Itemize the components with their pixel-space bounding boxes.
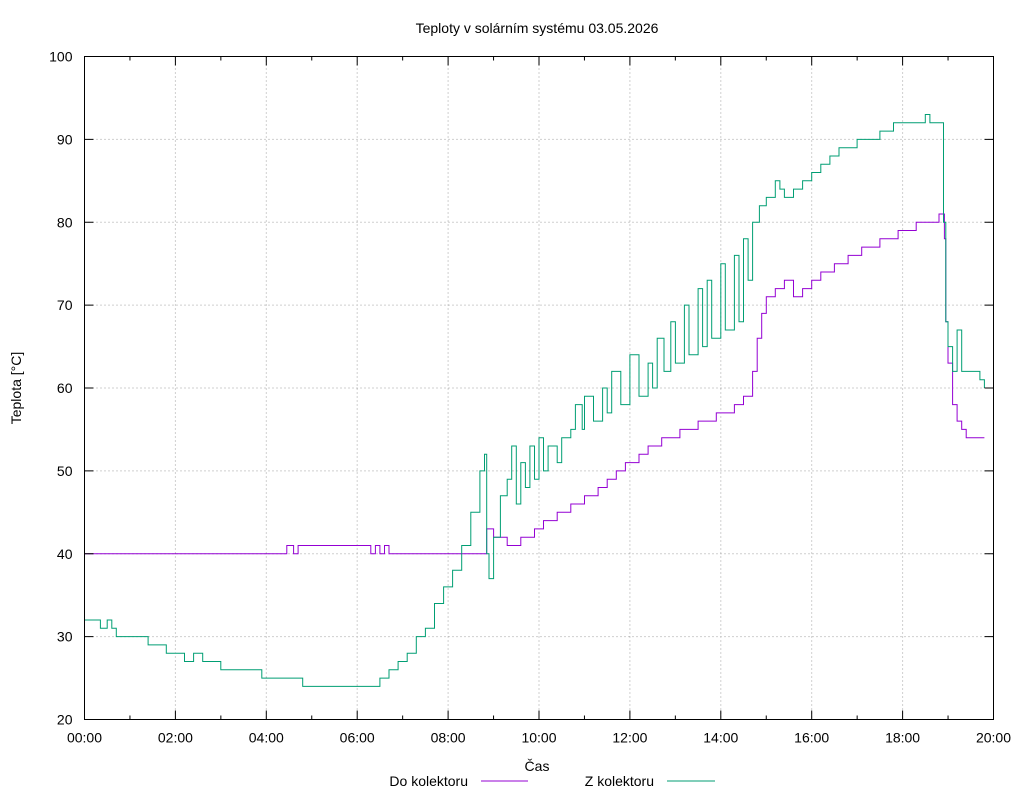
legend-label: Z kolektoru xyxy=(585,773,654,789)
grid xyxy=(84,56,994,720)
x-tick-label: 10:00 xyxy=(521,730,556,746)
y-tick-label: 80 xyxy=(57,214,73,230)
y-tick-label: 50 xyxy=(57,463,73,479)
legend: Do kolektoru Z kolektoru xyxy=(389,773,715,789)
y-tick-label: 70 xyxy=(57,297,73,313)
x-axis-tick-labels: 00:00 02:00 04:00 06:00 08:00 10:00 12:00 14:00… xyxy=(67,730,1011,746)
x-tick-label: 08:00 xyxy=(431,730,466,746)
series-layer xyxy=(84,114,985,687)
y-axis-tick-labels: 20 30 40 50 60 70 80 90 100 xyxy=(49,49,73,728)
y-tick-label: 20 xyxy=(57,712,73,728)
x-tick-label: 06:00 xyxy=(340,730,375,746)
y-tick-label: 100 xyxy=(49,49,73,65)
series-line-do-kolektoru xyxy=(84,213,985,555)
y-axis-label: Teplota [°C] xyxy=(8,352,24,425)
x-tick-label: 12:00 xyxy=(612,730,647,746)
x-tick-label: 04:00 xyxy=(249,730,284,746)
x-tick-label: 14:00 xyxy=(703,730,738,746)
x-tick-label: 18:00 xyxy=(885,730,920,746)
series-line-z-kolektoru xyxy=(84,114,985,687)
y-tick-label: 30 xyxy=(57,629,73,645)
chart-title: Teploty v solárním systému 03.05.2026 xyxy=(416,20,659,36)
x-tick-label: 16:00 xyxy=(794,730,829,746)
x-tick-label: 00:00 xyxy=(67,730,102,746)
y-tick-label: 90 xyxy=(57,131,73,147)
y-tick-label: 60 xyxy=(57,380,73,396)
x-tick-label: 20:00 xyxy=(976,730,1011,746)
x-axis-label: Čas xyxy=(525,758,550,774)
axis-ticks xyxy=(84,56,994,720)
legend-label: Do kolektoru xyxy=(389,773,468,789)
y-tick-label: 40 xyxy=(57,546,73,562)
x-tick-label: 02:00 xyxy=(158,730,193,746)
